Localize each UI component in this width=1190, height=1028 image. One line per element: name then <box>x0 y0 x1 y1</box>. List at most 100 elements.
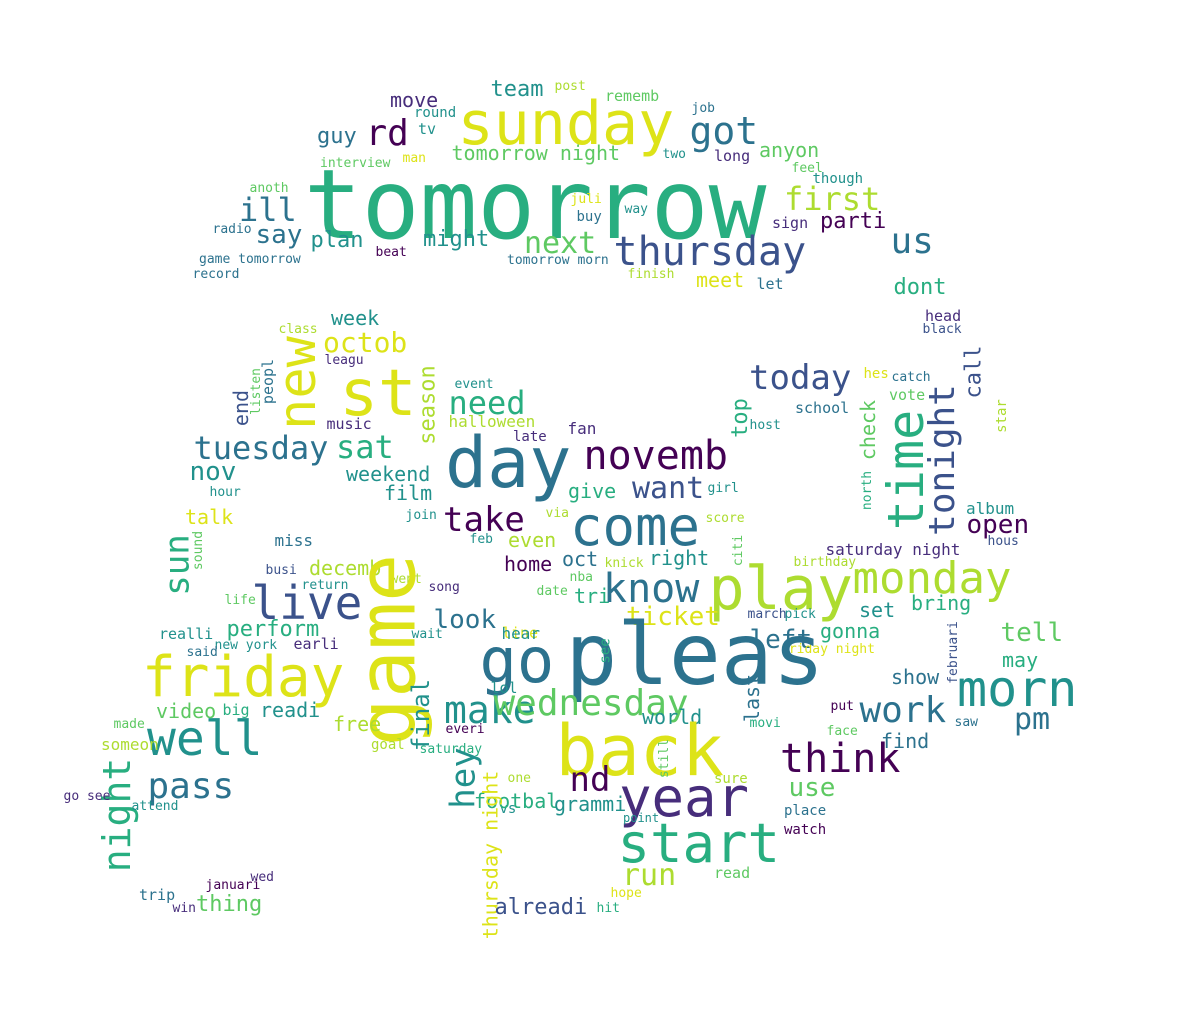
cloud-word: give <box>568 479 617 503</box>
cloud-word: anyon <box>759 138 820 162</box>
cloud-word: night <box>95 757 140 873</box>
cloud-word: rd <box>365 113 409 154</box>
cloud-word: may <box>1002 648 1039 672</box>
cloud-word: parti <box>820 209 887 234</box>
cloud-word: tell <box>1000 618 1064 648</box>
cloud-word: catch <box>891 369 931 385</box>
cloud-word: left <box>749 625 813 655</box>
cloud-word: bring <box>911 591 972 615</box>
cloud-word: next <box>524 226 597 261</box>
cloud-word: season <box>415 365 441 445</box>
cloud-word: call <box>960 345 986 399</box>
cloud-word: vs <box>499 801 517 817</box>
cloud-word: feel <box>791 160 823 176</box>
cloud-word: monday <box>852 553 1012 604</box>
cloud-word: job <box>691 100 715 116</box>
cloud-word: new <box>267 336 328 430</box>
cloud-word: put <box>830 698 854 714</box>
cloud-word: long <box>714 146 751 165</box>
cloud-word: hous <box>987 533 1019 549</box>
cloud-word: dont <box>893 275 947 300</box>
cloud-word: fan <box>567 419 597 438</box>
cloud-word: tomorrow night <box>451 141 621 165</box>
cloud-word: team <box>490 77 544 102</box>
cloud-word: week <box>331 306 380 330</box>
cloud-word: face <box>826 723 858 739</box>
cloud-word: got <box>689 109 759 153</box>
cloud-word: two <box>662 146 686 162</box>
cloud-word: plan <box>310 228 364 253</box>
cloud-word: let <box>756 274 784 293</box>
cloud-word: hear <box>501 624 541 643</box>
cloud-word: pass <box>147 766 235 807</box>
cloud-word: song <box>428 579 460 595</box>
cloud-word: friday <box>142 645 345 710</box>
cloud-word: might <box>423 227 490 252</box>
cloud-word: date <box>536 583 568 599</box>
cloud-word: work <box>859 690 947 731</box>
cloud-word: friday night <box>781 641 875 657</box>
cloud-word: finish <box>627 266 675 282</box>
cloud-word: sound <box>190 530 206 570</box>
cloud-word: juli <box>570 191 602 207</box>
cloud-word: show <box>891 665 940 689</box>
cloud-word: beat <box>375 244 407 260</box>
cloud-word: sure <box>714 771 748 787</box>
cloud-word: made <box>113 716 145 732</box>
cloud-word: way <box>624 201 648 217</box>
cloud-word: someon <box>101 735 159 754</box>
cloud-word: check <box>856 399 881 461</box>
cloud-word: look <box>433 605 497 635</box>
cloud-word: birthday <box>793 554 857 570</box>
cloud-word: event <box>454 376 494 392</box>
cloud-word: tomorrow morn <box>507 252 609 268</box>
cloud-word: black <box>922 321 962 337</box>
cloud-word: win <box>172 900 196 916</box>
cloud-word: pick <box>784 606 816 622</box>
cloud-word: back <box>555 710 725 792</box>
cloud-word: first <box>784 180 881 218</box>
cloud-word: start <box>617 812 781 875</box>
cloud-word: post <box>554 78 586 94</box>
cloud-word: run <box>622 858 677 893</box>
cloud-word: home <box>504 552 553 576</box>
cloud-word: hope <box>610 885 642 901</box>
cloud-word: read <box>714 863 751 882</box>
cloud-word: wait <box>411 626 443 642</box>
cloud-word: us <box>890 221 934 262</box>
cloud-word: januari <box>205 877 261 893</box>
cloud-word: knick <box>604 555 644 571</box>
cloud-word: weekend <box>346 462 431 486</box>
cloud-word: year <box>619 766 750 829</box>
cloud-word: tri <box>574 584 611 608</box>
cloud-word: man <box>402 150 426 166</box>
cloud-word: perform <box>226 617 320 642</box>
cloud-word: watch <box>784 822 827 838</box>
cloud-word: world <box>642 705 703 729</box>
cloud-word: movi <box>749 715 781 731</box>
cloud-word: host <box>749 417 781 433</box>
cloud-word: leagu <box>324 352 364 368</box>
cloud-word: need <box>448 384 526 422</box>
cloud-word: halloween <box>448 412 536 431</box>
cloud-word: go see <box>63 788 111 804</box>
cloud-word: return <box>301 577 349 593</box>
cloud-word: octob <box>323 326 408 359</box>
cloud-word: nba <box>569 569 593 585</box>
cloud-word: decemb <box>309 556 382 580</box>
cloud-word: play <box>708 554 854 624</box>
cloud-word: hes <box>863 366 889 382</box>
cloud-word: rememb <box>605 86 660 105</box>
cloud-word: feb <box>469 531 493 547</box>
cloud-word: st <box>339 357 417 431</box>
cloud-word: sun <box>157 534 198 596</box>
cloud-word: life <box>224 592 256 608</box>
cloud-word: footbal <box>474 789 559 813</box>
cloud-word: end <box>229 389 254 427</box>
cloud-word: vote <box>889 385 926 404</box>
cloud-word: use <box>788 773 836 803</box>
cloud-word: open <box>966 510 1030 540</box>
cloud-word: music <box>326 414 372 433</box>
cloud-word: even <box>508 528 557 552</box>
